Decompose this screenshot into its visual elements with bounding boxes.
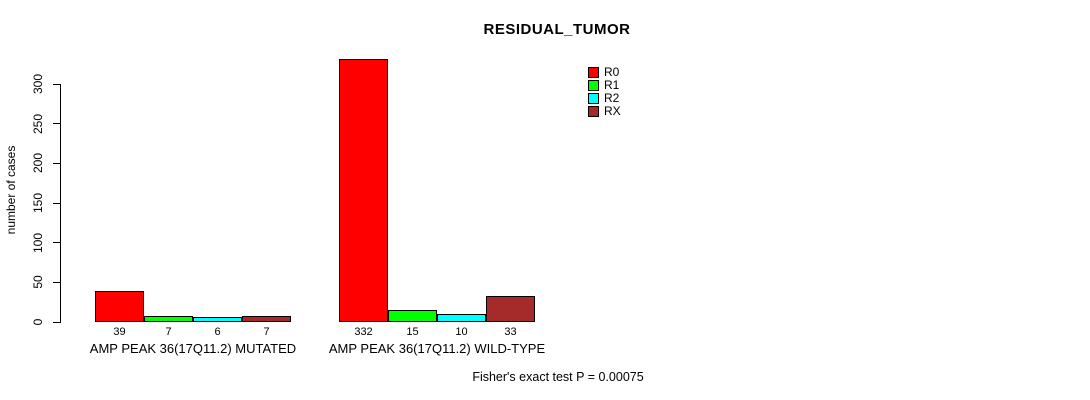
chart-title: RESIDUAL_TUMOR: [483, 21, 631, 38]
legend-swatch-r2: [588, 93, 599, 104]
bar-value-label: 6: [214, 326, 221, 338]
y-tick-label: 150: [31, 192, 45, 214]
bar-rx-group2: [486, 296, 535, 322]
y-tick-mark: [53, 202, 60, 204]
bar-value-label: 7: [165, 326, 172, 338]
y-tick-mark: [53, 123, 60, 125]
bar-r2-group2: [437, 314, 486, 322]
bar-value-label: 15: [406, 326, 419, 338]
legend-row-r1: R1: [588, 79, 621, 92]
bar-value-label: 7: [263, 326, 270, 338]
y-tick-label: 250: [31, 113, 45, 134]
y-tick-label: 300: [31, 73, 45, 95]
legend-row-r2: R2: [588, 92, 621, 105]
legend: R0 R1 R2 RX: [588, 66, 621, 118]
bar-r0-group1: [95, 291, 144, 322]
bar-value-label: 33: [504, 326, 517, 338]
y-tick-label: 200: [31, 153, 45, 174]
y-tick-mark: [53, 281, 60, 283]
stat-test-annotation: Fisher's exact test P = 0.00075: [472, 370, 644, 384]
bar-r1-group1: [144, 316, 193, 322]
legend-label-rx: RX: [604, 104, 621, 118]
legend-swatch-r0: [588, 67, 599, 78]
legend-label-r2: R2: [604, 91, 620, 105]
y-tick-label: 0: [31, 318, 45, 326]
legend-swatch-r1: [588, 80, 599, 91]
y-tick-mark: [53, 162, 60, 164]
y-tick-label: 50: [31, 275, 45, 290]
category-label: AMP PEAK 36(17Q11.2) MUTATED: [89, 341, 297, 356]
bar-rx-group1: [242, 316, 291, 322]
bar-value-label: 10: [455, 326, 468, 338]
y-tick-label: 100: [31, 232, 45, 253]
legend-row-rx: RX: [588, 105, 621, 118]
y-tick-mark: [53, 321, 60, 323]
legend-row-r0: R0: [588, 66, 621, 79]
bar-r1-group2: [388, 310, 437, 322]
y-axis-line: [60, 84, 61, 323]
legend-label-r1: R1: [604, 78, 620, 92]
legend-label-r0: R0: [604, 65, 620, 79]
bar-r2-group1: [193, 317, 242, 322]
bar-r0-group2: [339, 59, 388, 322]
y-tick-mark: [53, 83, 60, 85]
y-tick-mark: [53, 242, 60, 244]
bar-value-label: 332: [354, 326, 373, 338]
category-label: AMP PEAK 36(17Q11.2) WILD-TYPE: [328, 341, 546, 356]
bar-value-label: 39: [113, 326, 126, 338]
y-axis-label: number of cases: [4, 145, 18, 235]
legend-swatch-rx: [588, 106, 599, 117]
